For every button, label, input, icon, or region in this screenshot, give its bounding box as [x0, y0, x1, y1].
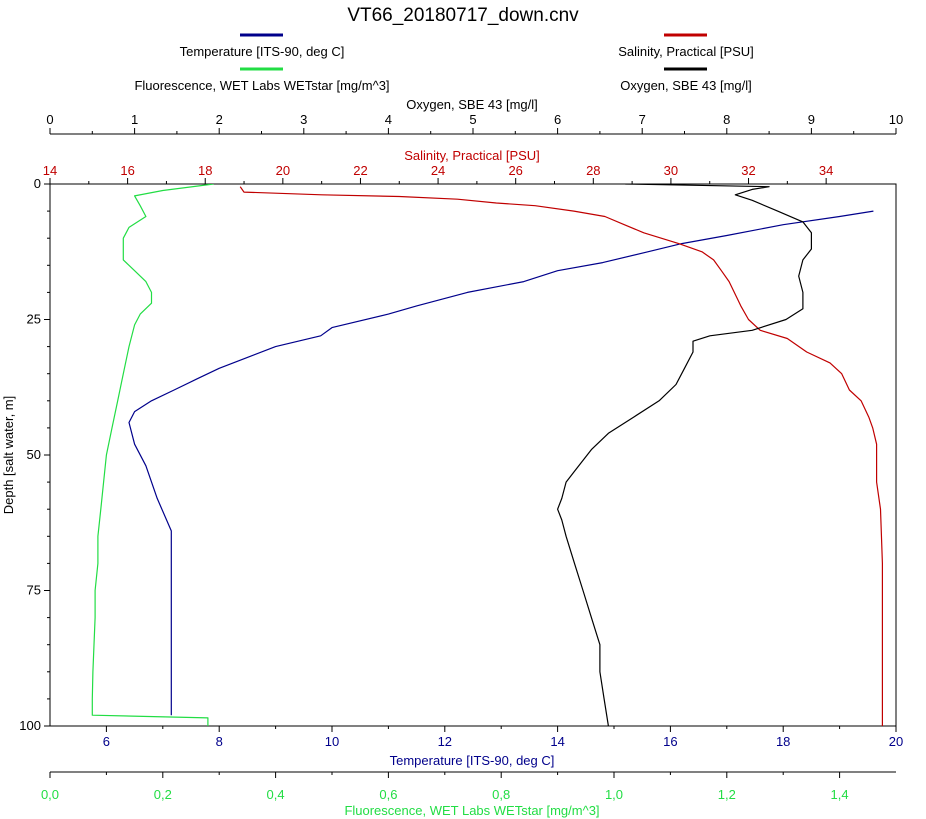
oxygen-tick-label: 9 — [808, 112, 815, 127]
oxygen-tick-label: 10 — [889, 112, 903, 127]
legend-label-oxygen: Oxygen, SBE 43 [mg/l] — [620, 78, 752, 93]
salinity-tick-label: 30 — [664, 163, 678, 178]
oxygen-tick-label: 4 — [385, 112, 392, 127]
fluorescence-series-line — [91, 184, 214, 726]
oxygen-tick-label: 5 — [469, 112, 476, 127]
depth-tick-label: 50 — [27, 447, 41, 462]
oxygen-tick-label: 6 — [554, 112, 561, 127]
oxygen-tick-label: 0 — [46, 112, 53, 127]
temperature-series-line — [128, 210, 874, 716]
temperature-tick-label: 12 — [438, 734, 452, 749]
chart-title: VT66_20180717_down.cnv — [347, 5, 579, 26]
salinity-tick-label: 26 — [508, 163, 522, 178]
legend-label-temperature: Temperature [ITS-90, deg C] — [180, 44, 345, 59]
fluorescence-tick-label: 0,6 — [379, 787, 397, 802]
depth-tick-label: 100 — [19, 718, 41, 733]
temperature-tick-label: 10 — [325, 734, 339, 749]
temperature-tick-label: 18 — [776, 734, 790, 749]
fluorescence-tick-label: 1,0 — [605, 787, 623, 802]
fluorescence-tick-label: 0,8 — [492, 787, 510, 802]
salinity-tick-label: 14 — [43, 163, 57, 178]
oxygen-tick-label: 3 — [300, 112, 307, 127]
oxygen-tick-label: 2 — [216, 112, 223, 127]
fluorescence-tick-label: 1,4 — [831, 787, 849, 802]
salinity-tick-label: 16 — [120, 163, 134, 178]
oxygen-tick-label: 8 — [723, 112, 730, 127]
fluorescence-tick-label: 0,2 — [154, 787, 172, 802]
fluorescence-axis-title: Fluorescence, WET Labs WETstar [mg/m^3] — [344, 803, 599, 818]
depth-axis-title: Depth [salt water, m] — [1, 396, 16, 515]
temperature-tick-label: 20 — [889, 734, 903, 749]
oxygen-tick-label: 1 — [131, 112, 138, 127]
salinity-tick-label: 20 — [276, 163, 290, 178]
salinity-tick-label: 24 — [431, 163, 445, 178]
salinity-tick-label: 34 — [819, 163, 833, 178]
temperature-tick-label: 16 — [663, 734, 677, 749]
salinity-axis-title: Salinity, Practical [PSU] — [404, 148, 540, 163]
fluorescence-tick-label: 0,0 — [41, 787, 59, 802]
oxygen-axis-title: Oxygen, SBE 43 [mg/l] — [406, 97, 538, 112]
temperature-tick-label: 6 — [103, 734, 110, 749]
fluorescence-tick-label: 1,2 — [718, 787, 736, 802]
legend-label-fluorescence: Fluorescence, WET Labs WETstar [mg/m^3] — [134, 78, 389, 93]
series-layer — [91, 184, 884, 726]
legend-label-salinity: Salinity, Practical [PSU] — [618, 44, 754, 59]
depth-tick-label: 25 — [27, 312, 41, 327]
temperature-tick-label: 14 — [550, 734, 564, 749]
depth-tick-label: 0 — [34, 176, 41, 191]
temperature-tick-label: 8 — [216, 734, 223, 749]
salinity-tick-label: 32 — [741, 163, 755, 178]
fluorescence-tick-label: 0,4 — [267, 787, 285, 802]
salinity-tick-label: 28 — [586, 163, 600, 178]
salinity-tick-label: 22 — [353, 163, 367, 178]
legend: Temperature [ITS-90, deg C] Salinity, Pr… — [134, 33, 754, 93]
oxygen-series-line — [556, 184, 813, 726]
salinity-series-line — [239, 186, 884, 726]
salinity-tick-label: 18 — [198, 163, 212, 178]
oxygen-tick-label: 7 — [639, 112, 646, 127]
temperature-axis-title: Temperature [ITS-90, deg C] — [390, 753, 555, 768]
depth-tick-label: 75 — [27, 583, 41, 598]
